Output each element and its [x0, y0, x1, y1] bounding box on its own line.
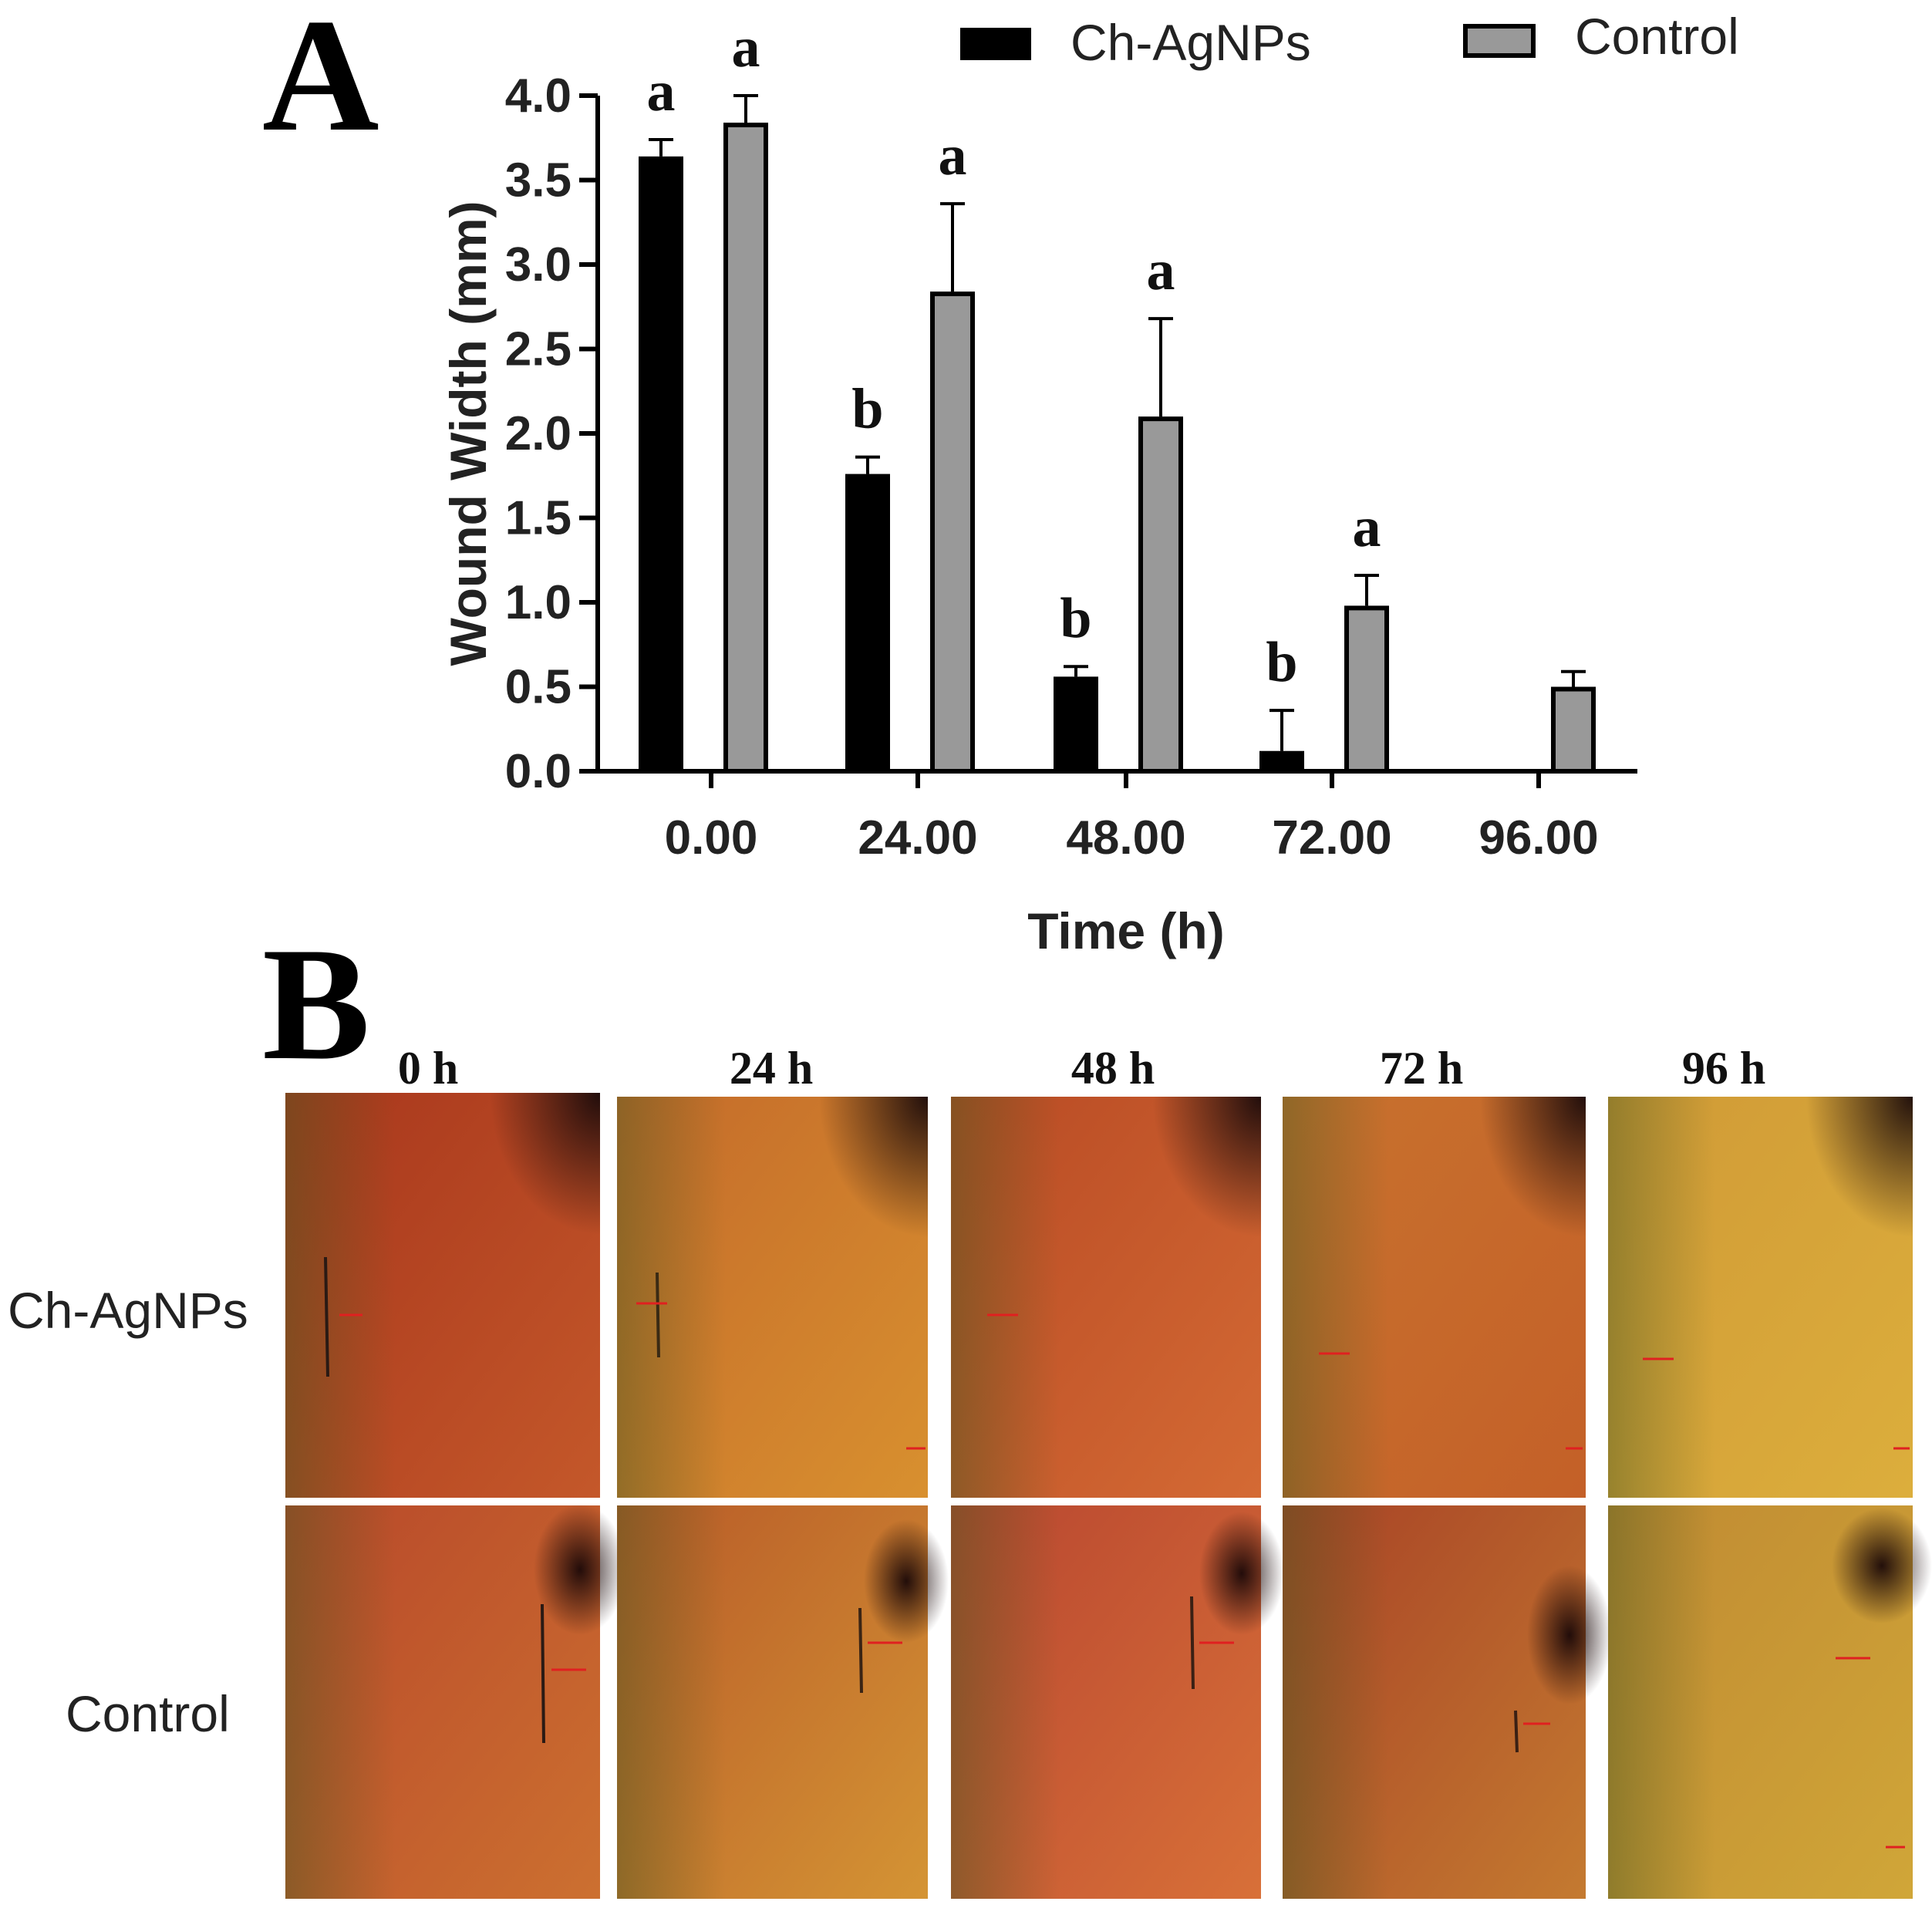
legend-label-control: Control [1575, 8, 1739, 65]
micrograph-control-96h [1608, 1505, 1932, 1899]
y-tick-label-7: 3.5 [505, 154, 572, 207]
micrograph-ch-agnps-72h [1283, 1097, 1586, 1498]
row-label-ch-agnps: Ch-AgNPs [8, 1282, 248, 1339]
y-tick-label-3: 1.5 [505, 492, 572, 545]
bar-control-3 [1344, 605, 1389, 774]
x-tick-label-4: 96.00 [1479, 811, 1598, 865]
x-tick-label-0: 0.00 [665, 811, 758, 865]
time-label-24h: 24 h [730, 1043, 813, 1094]
sig-letter-0-0: a [647, 60, 676, 123]
legend: Ch-AgNPs Control [960, 8, 1739, 71]
y-tick-label-6: 3.0 [505, 238, 572, 292]
x-tick-label-2: 48.00 [1066, 811, 1185, 865]
legend-swatch-control [1463, 24, 1536, 58]
sig-letter-1-1: a [939, 124, 967, 187]
panel-label-a: A [262, 0, 379, 165]
micrograph-control-72h [1283, 1505, 1612, 1899]
y-tick-label-8: 4.0 [505, 69, 572, 123]
x-axis-ticks: 0.00 24.00 48.00 72.00 96.00 [665, 771, 1599, 865]
bars [639, 123, 1596, 774]
micrograph-ch-agnps-48h [951, 1097, 1261, 1498]
bar-ch-agnps-0 [639, 156, 683, 772]
bar-control-1 [930, 292, 975, 774]
micrograph-ch-agnps-24h [617, 1097, 928, 1498]
time-label-72h: 72 h [1380, 1043, 1463, 1094]
row-label-control: Control [66, 1685, 230, 1742]
time-label-0h: 0 h [398, 1043, 458, 1094]
legend-swatch-ch-agnps [960, 28, 1031, 60]
legend-label-ch-agnps: Ch-AgNPs [1071, 14, 1311, 71]
sig-letter-1-2: a [1147, 239, 1175, 302]
y-tick-label-1: 0.5 [505, 661, 572, 714]
sig-letter-0-2: b [1060, 587, 1091, 650]
error-bars [649, 94, 1586, 751]
y-axis-title: Wound Width (mm) [440, 201, 497, 666]
micrograph-control-0h [285, 1504, 626, 1899]
time-labels: 0 h 24 h 48 h 72 h 96 h [398, 1043, 1765, 1094]
y-tick-label-0: 0.0 [505, 745, 572, 798]
sig-letter-1-3: a [1353, 496, 1381, 559]
bar-ch-agnps-3 [1259, 750, 1304, 771]
micrograph-grid [285, 1093, 1932, 1899]
y-axis-ticks: 0.0 0.5 1.0 1.5 2.0 2.5 3.0 3.5 4.0 [505, 69, 598, 798]
bar-ch-agnps-1 [845, 474, 890, 771]
sig-letter-0-3: b [1266, 631, 1297, 694]
micrograph-ch-agnps-0h [285, 1093, 600, 1498]
bar-control-4 [1551, 686, 1596, 774]
panel-label-b: B [262, 915, 370, 1094]
micrograph-control-24h [617, 1505, 949, 1899]
micrograph-ch-agnps-96h [1608, 1097, 1913, 1498]
x-tick-label-3: 72.00 [1272, 811, 1391, 865]
time-label-48h: 48 h [1071, 1043, 1155, 1094]
micrograph-control-48h [951, 1505, 1284, 1899]
y-tick-label-2: 1.0 [505, 576, 572, 629]
sig-letter-0-1: b [851, 378, 883, 441]
x-tick-label-1: 24.00 [858, 811, 977, 865]
time-label-96h: 96 h [1682, 1043, 1765, 1094]
bar-control-2 [1138, 416, 1183, 774]
x-axis-title: Time (h) [1027, 902, 1224, 959]
sig-letter-1-0: a [732, 16, 760, 79]
y-tick-label-5: 2.5 [505, 323, 572, 376]
bar-control-0 [723, 123, 768, 774]
bar-ch-agnps-2 [1054, 676, 1098, 771]
y-tick-label-4: 2.0 [505, 407, 572, 460]
